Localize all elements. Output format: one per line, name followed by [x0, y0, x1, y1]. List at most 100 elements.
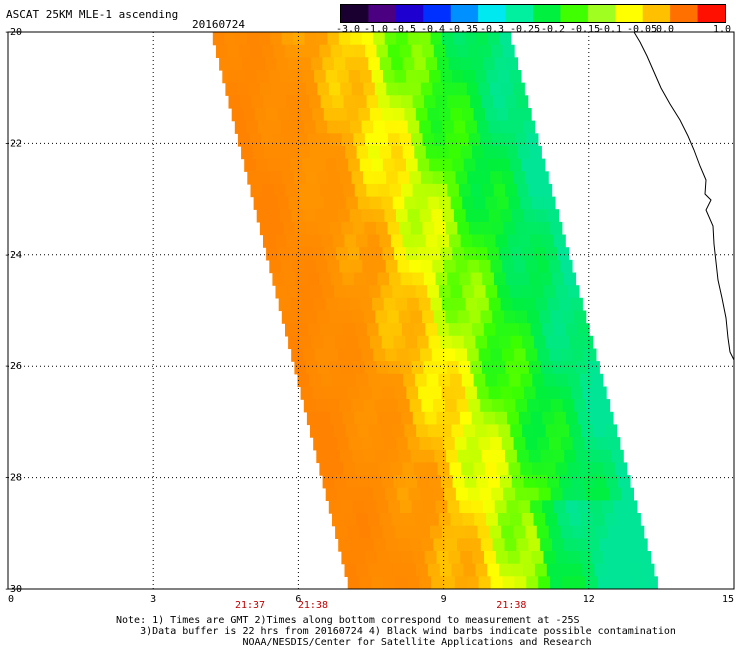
swath-cell: [558, 297, 572, 312]
swath-cell: [346, 108, 359, 122]
colorbar-swatch: [423, 5, 452, 22]
swath-cell: [370, 247, 383, 261]
swath-cell: [427, 424, 441, 438]
swath-cell: [523, 120, 536, 134]
swath-cell: [608, 525, 621, 539]
swath-cell: [306, 221, 319, 236]
swath-cell: [457, 449, 471, 464]
swath-cell: [385, 538, 399, 552]
swath-cell: [415, 563, 429, 577]
swath-cell: [272, 272, 285, 286]
swath-cell: [467, 171, 480, 185]
swath-cell: [458, 361, 471, 375]
swath-cell: [403, 513, 416, 527]
swath-cell: [518, 323, 532, 337]
swath-cell: [481, 95, 494, 109]
swath-cell: [411, 500, 425, 514]
swath-cell: [544, 373, 557, 388]
swath-cell: [475, 424, 488, 438]
swath-cell: [309, 234, 322, 248]
swath-cell: [313, 437, 326, 451]
swath-cell: [567, 285, 580, 299]
swath-cell: [517, 361, 530, 375]
swath-cell: [386, 82, 399, 96]
swath-cell: [480, 133, 493, 147]
swath-cell: [408, 348, 421, 362]
swath-cell: [395, 576, 408, 589]
swath-cell: [383, 437, 397, 451]
swath-cell: [522, 335, 535, 350]
swath-cell: [512, 82, 525, 96]
swath-cell: [349, 348, 363, 362]
swath-cell: [438, 285, 452, 299]
swath-cell: [440, 335, 453, 350]
swath-cell: [560, 259, 573, 274]
swath-cell: [591, 551, 604, 565]
swath-cell: [503, 399, 517, 413]
swath-cell: [463, 70, 476, 84]
swath-cell: [319, 462, 332, 476]
swath-cell: [635, 538, 648, 552]
time-label: 21:38: [496, 600, 526, 611]
colorbar: [340, 4, 726, 23]
swath-cell: [482, 500, 496, 514]
swath-cell: [412, 272, 425, 286]
swath-cell: [510, 158, 523, 172]
swath-cell: [354, 411, 367, 426]
swath-cell: [592, 513, 606, 527]
swath-cell: [304, 120, 317, 134]
swath-cell: [258, 32, 271, 46]
swath-cell: [539, 399, 552, 413]
swath-cell: [392, 196, 405, 210]
swath-cell: [459, 411, 473, 426]
swath-cell: [463, 563, 476, 577]
swath-cell: [488, 297, 502, 312]
swath-cell: [499, 120, 512, 134]
swath-cell: [552, 361, 565, 375]
swath-cell: [527, 221, 540, 236]
swath-cell: [496, 462, 509, 476]
swath-cell: [545, 335, 558, 350]
swath-cell: [449, 234, 462, 248]
swath-cell: [478, 259, 492, 274]
swath-cell: [480, 221, 493, 236]
swath-cell: [334, 196, 347, 210]
swath-cell: [432, 259, 445, 274]
swath-cell: [537, 259, 550, 274]
colorbar-label: -0.5: [392, 24, 417, 35]
swath-cell: [332, 234, 345, 248]
swath-cell: [599, 449, 612, 464]
swath-cell: [233, 70, 246, 84]
swath-cell: [302, 348, 316, 362]
swath-cell: [389, 272, 402, 286]
swath-cell: [331, 323, 344, 337]
swath-cell: [619, 525, 633, 539]
swath-cell: [364, 500, 377, 514]
swath-cell: [454, 437, 468, 451]
swath-cell: [378, 462, 391, 476]
swath-cell: [520, 373, 533, 388]
swath-cell: [527, 310, 540, 324]
swath-cell: [498, 513, 511, 527]
swath-cell: [307, 272, 320, 286]
colorbar-swatch: [587, 5, 616, 22]
swath-cell: [289, 247, 302, 261]
swath-cell: [333, 285, 347, 299]
swath-cell: [373, 487, 386, 501]
y-tick-label: -20: [4, 27, 22, 38]
swath-cell: [621, 487, 634, 501]
swath-cell: [363, 171, 376, 185]
swath-cell: [533, 424, 547, 438]
swath-cell: [389, 183, 402, 198]
swath-cell: [385, 348, 398, 362]
swath-cell: [337, 70, 350, 84]
swath-cell: [350, 32, 363, 46]
swath-cell: [447, 272, 460, 286]
swath-cell: [535, 297, 548, 312]
swath-cell: [350, 259, 363, 274]
swath-cell: [536, 525, 550, 539]
swath-cell: [540, 183, 553, 198]
swath-cell: [241, 145, 254, 160]
swath-cell: [413, 462, 427, 476]
swath-cell: [286, 234, 299, 248]
